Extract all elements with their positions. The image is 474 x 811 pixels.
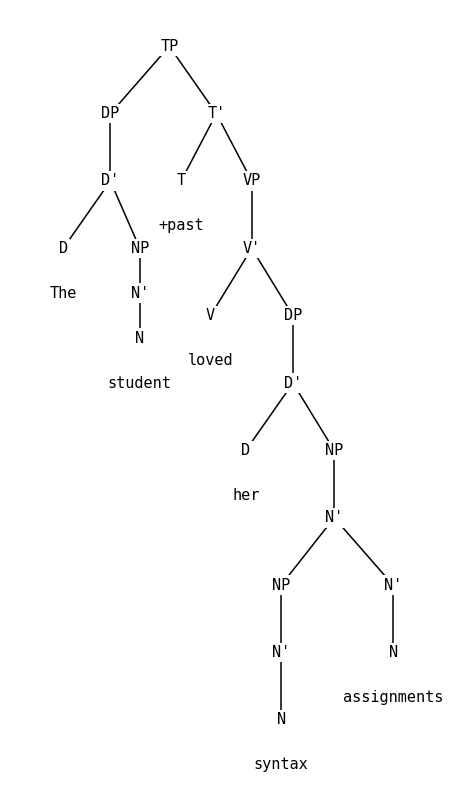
Text: her: her <box>232 487 260 503</box>
Text: N: N <box>277 712 286 727</box>
Text: N': N' <box>272 645 290 660</box>
Text: DP: DP <box>284 308 302 324</box>
Text: student: student <box>108 375 172 391</box>
Text: NP: NP <box>272 577 290 593</box>
Text: D': D' <box>101 174 119 188</box>
Text: loved: loved <box>188 353 233 368</box>
Text: V': V' <box>243 241 261 255</box>
Text: T': T' <box>207 106 226 121</box>
Text: NP: NP <box>325 443 343 458</box>
Text: N': N' <box>325 510 343 526</box>
Text: N': N' <box>384 577 402 593</box>
Text: D: D <box>241 443 250 458</box>
Text: syntax: syntax <box>254 757 309 772</box>
Text: DP: DP <box>101 106 119 121</box>
Text: N: N <box>135 331 145 345</box>
Text: D: D <box>59 241 68 255</box>
Text: T: T <box>176 174 186 188</box>
Text: VP: VP <box>243 174 261 188</box>
Text: V: V <box>206 308 215 324</box>
Text: D': D' <box>284 375 302 391</box>
Text: N: N <box>389 645 398 660</box>
Text: NP: NP <box>131 241 149 255</box>
Text: +past: +past <box>158 218 204 234</box>
Text: TP: TP <box>160 39 178 54</box>
Text: The: The <box>50 285 77 301</box>
Text: assignments: assignments <box>343 690 443 705</box>
Text: N': N' <box>131 285 149 301</box>
